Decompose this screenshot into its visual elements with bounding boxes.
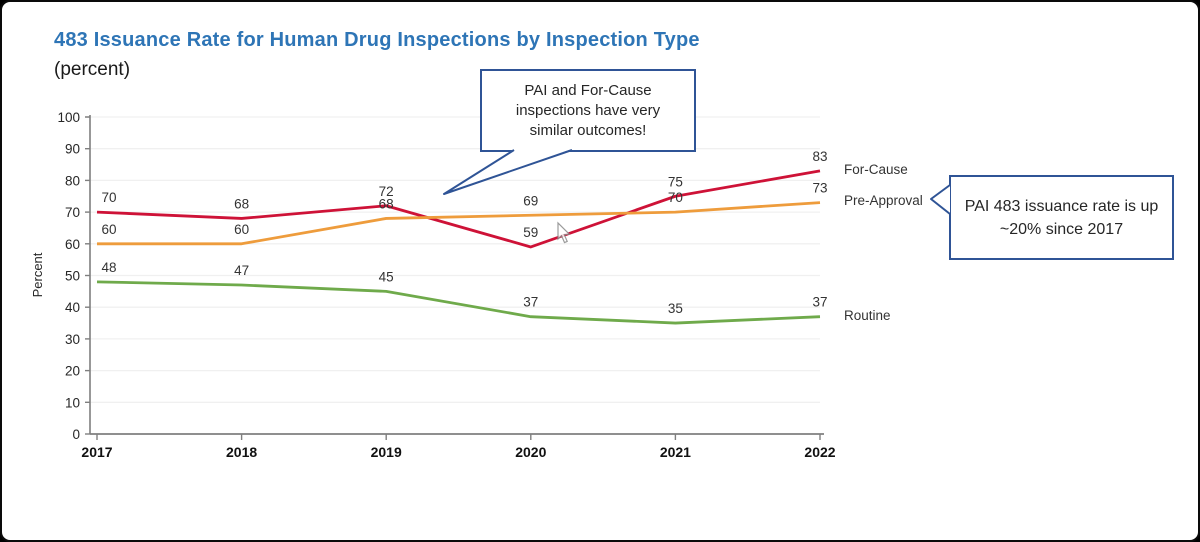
x-tick-label: 2018 bbox=[226, 444, 257, 460]
mouse-cursor-icon bbox=[557, 221, 571, 244]
callout-tail-right bbox=[930, 184, 951, 215]
legend-pre-approval: Pre-Approval bbox=[844, 193, 923, 208]
y-tick-label: 70 bbox=[65, 205, 80, 220]
series-line bbox=[97, 201, 821, 246]
callout-text-line: PAI and For-Cause bbox=[524, 81, 652, 99]
series-routine: 48 47 45 37 35 37 bbox=[96, 260, 828, 325]
data-label: 70 bbox=[101, 190, 116, 205]
callout-similar-outcomes: PAI and For-Cause inspections have very … bbox=[480, 69, 696, 152]
chart-subtitle: (percent) bbox=[54, 59, 131, 80]
data-label: 60 bbox=[234, 222, 249, 237]
y-axis-title: Percent bbox=[30, 252, 45, 297]
series-pre-approval: 60 60 68 69 70 73 bbox=[97, 181, 828, 246]
data-label: 48 bbox=[101, 260, 116, 275]
data-label: 83 bbox=[812, 149, 827, 164]
chart-title: 483 Issuance Rate for Human Drug Inspect… bbox=[54, 29, 700, 51]
axes bbox=[89, 115, 824, 435]
data-label: 73 bbox=[812, 181, 827, 196]
series-line bbox=[96, 280, 821, 325]
data-label: 72 bbox=[379, 184, 394, 199]
series-line bbox=[96, 169, 821, 249]
data-label: 60 bbox=[101, 222, 116, 237]
x-axis-ticks: 2017 2018 2019 2020 2021 2022 bbox=[81, 434, 836, 460]
data-label: 68 bbox=[234, 196, 249, 211]
y-tick-label: 0 bbox=[72, 427, 80, 442]
data-label: 70 bbox=[668, 190, 683, 205]
data-label: 75 bbox=[668, 174, 683, 189]
gridlines bbox=[90, 116, 820, 403]
data-label: 45 bbox=[379, 269, 394, 284]
x-tick-label: 2020 bbox=[515, 444, 546, 460]
y-tick-label: 10 bbox=[65, 395, 80, 410]
data-label: 37 bbox=[523, 295, 538, 310]
y-tick-label: 50 bbox=[65, 269, 80, 284]
y-tick-label: 40 bbox=[65, 300, 80, 315]
x-tick-label: 2021 bbox=[660, 444, 691, 460]
callout-tail-top bbox=[443, 149, 573, 195]
x-tick-label: 2017 bbox=[81, 444, 112, 460]
y-tick-label: 80 bbox=[65, 173, 80, 188]
x-tick-label: 2022 bbox=[804, 444, 835, 460]
y-tick-label: 60 bbox=[65, 237, 80, 252]
callout-text-line: similar outcomes! bbox=[529, 121, 647, 139]
y-tick-label: 30 bbox=[65, 332, 80, 347]
callout-text-line: PAI 483 issuance rate is up bbox=[964, 197, 1159, 215]
data-label: 59 bbox=[523, 225, 538, 240]
callout-text-line: ~20% since 2017 bbox=[999, 220, 1124, 238]
legend-routine: Routine bbox=[844, 308, 891, 323]
data-label: 47 bbox=[234, 263, 249, 278]
data-label: 69 bbox=[523, 193, 538, 208]
y-tick-label: 20 bbox=[65, 364, 80, 379]
legend-for-cause: For-Cause bbox=[844, 162, 908, 177]
callout-pai-rate-up: PAI 483 issuance rate is up ~20% since 2… bbox=[949, 175, 1174, 260]
data-label: 37 bbox=[812, 295, 827, 310]
y-axis-ticks: 0 10 20 30 40 50 60 70 80 90 100 bbox=[57, 110, 90, 442]
data-label: 35 bbox=[668, 301, 683, 316]
y-tick-label: 100 bbox=[57, 110, 80, 125]
x-tick-label: 2019 bbox=[371, 444, 402, 460]
data-label: 68 bbox=[379, 196, 394, 211]
y-tick-label: 90 bbox=[65, 142, 80, 157]
callout-text-line: inspections have very bbox=[515, 101, 661, 119]
